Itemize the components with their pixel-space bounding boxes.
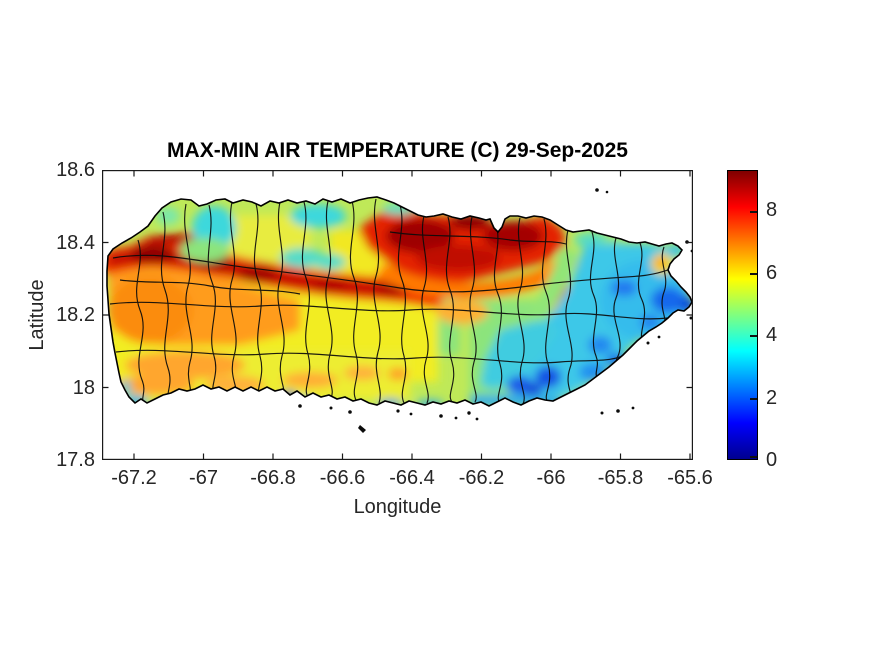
x-tick-label: -67.2	[111, 467, 157, 489]
colorbar-tick-label: 4	[766, 324, 778, 346]
colorbar-tick-label: 6	[766, 262, 778, 284]
colorbar-tick-mark	[750, 397, 757, 400]
colorbar-tick-mark	[750, 335, 757, 338]
x-tick-label: -66.6	[319, 467, 366, 489]
colorbar-tick-mark	[750, 272, 757, 275]
x-tick-label: -67	[189, 467, 218, 489]
y-tick-label: 18.6	[56, 159, 95, 181]
x-tick-label: -66.4	[389, 467, 435, 489]
puerto-rico-temperature-map	[102, 170, 693, 460]
y-tick-label: 17.8	[56, 449, 95, 471]
colorbar-tick-mark	[750, 456, 757, 458]
plot-title: MAX-MIN AIR TEMPERATURE (C) 29-Sep-2025	[167, 139, 628, 162]
y-axis-label: Latitude	[26, 279, 48, 351]
x-tick-label: -65.6	[667, 467, 713, 489]
x-tick-label: -66.2	[458, 467, 505, 489]
colorbar-tick-label: 2	[766, 387, 778, 409]
municipality-boundaries	[109, 198, 687, 405]
axis-tick-marks	[102, 170, 693, 460]
colorbar-gradient	[728, 171, 757, 459]
x-axis-label: Longitude	[353, 496, 442, 518]
y-tick-label: 18	[72, 376, 95, 399]
x-tick-label: -65.8	[597, 467, 644, 489]
x-tick-label: -66	[536, 467, 566, 489]
colorbar-tick-label: 8	[766, 199, 778, 221]
coastline	[106, 196, 693, 407]
colorbar	[727, 170, 758, 460]
y-tick-label: 18.2	[56, 304, 95, 326]
x-tick-label: -66.8	[250, 467, 296, 489]
offshore-islets	[298, 188, 693, 433]
colorbar-tick-label: 0	[766, 449, 778, 471]
y-tick-label: 18.4	[56, 231, 95, 254]
axes-box	[102, 170, 693, 460]
colorbar-tick-mark	[750, 210, 757, 213]
